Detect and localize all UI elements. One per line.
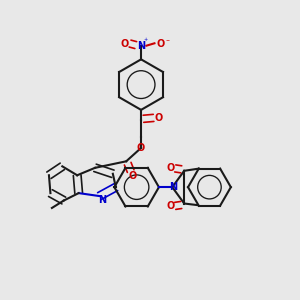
Text: O: O xyxy=(155,113,163,123)
Text: N: N xyxy=(169,182,178,192)
Text: O: O xyxy=(128,171,136,181)
Text: N: N xyxy=(137,41,145,51)
Text: O: O xyxy=(121,39,129,49)
Text: O: O xyxy=(167,201,175,211)
Text: N: N xyxy=(98,195,106,205)
Text: $^+$: $^+$ xyxy=(142,38,149,44)
Text: O: O xyxy=(156,39,164,49)
Text: O: O xyxy=(137,143,145,153)
Text: $^-$: $^-$ xyxy=(164,38,170,44)
Text: O: O xyxy=(167,164,175,173)
